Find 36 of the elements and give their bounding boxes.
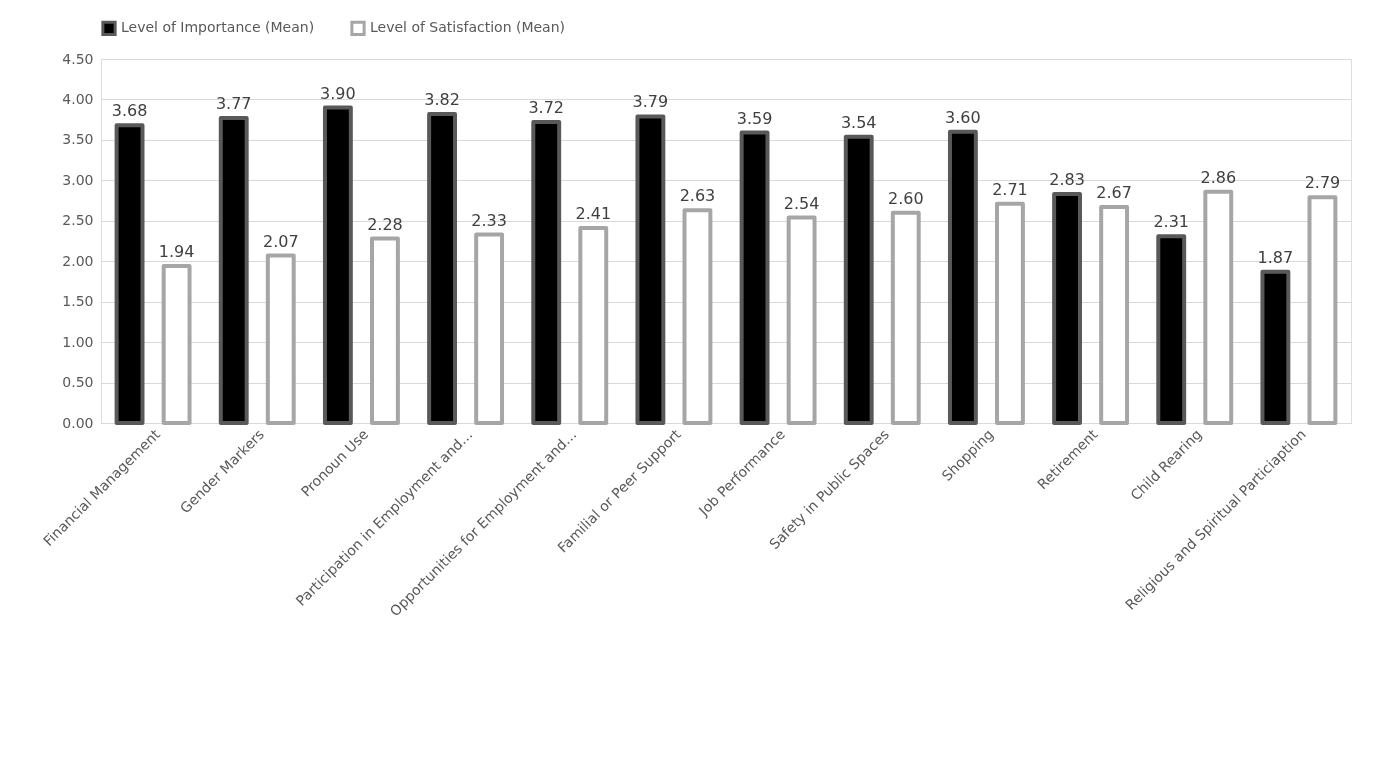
y-tick-label: 1.50 xyxy=(62,293,94,310)
data-label: 3.68 xyxy=(111,101,148,121)
y-tick-label: 3.00 xyxy=(62,171,94,188)
data-label: 3.60 xyxy=(945,107,981,127)
data-label: 2.54 xyxy=(783,193,820,213)
data-label: 3.72 xyxy=(528,98,565,118)
data-label: 3.77 xyxy=(215,94,252,114)
data-label: 3.54 xyxy=(840,112,877,132)
y-tick-label: 2.00 xyxy=(62,252,94,269)
legend-label: Level of Importance (Mean) xyxy=(121,19,315,36)
data-label: 2.83 xyxy=(1049,170,1085,190)
y-tick-label: 1.00 xyxy=(62,333,94,350)
data-label: 2.71 xyxy=(992,179,1028,199)
data-label: 3.82 xyxy=(424,90,460,109)
data-label: 3.79 xyxy=(632,92,669,112)
y-tick-label: 0.00 xyxy=(62,414,94,431)
y-tick-label: 4.50 xyxy=(62,50,94,67)
data-label: 3.59 xyxy=(736,108,773,128)
data-label: 2.60 xyxy=(887,188,924,208)
data-label: 2.86 xyxy=(1200,167,1237,187)
y-tick-label: 4.00 xyxy=(62,90,94,107)
y-tick-label: 3.50 xyxy=(62,131,94,148)
data-label: 2.28 xyxy=(367,214,403,234)
data-label: 3.90 xyxy=(320,83,356,103)
data-label: 2.63 xyxy=(679,186,716,206)
data-label: 1.94 xyxy=(158,242,195,262)
data-label: 1.87 xyxy=(1257,247,1294,267)
data-label: 2.41 xyxy=(575,204,612,224)
data-label: 2.07 xyxy=(262,231,299,251)
data-label: 2.33 xyxy=(471,210,507,230)
data-label: 2.31 xyxy=(1153,212,1190,232)
data-label: 2.79 xyxy=(1304,173,1341,193)
y-tick-label: 0.50 xyxy=(62,374,94,391)
y-tick-label: 2.50 xyxy=(62,212,94,229)
data-label: 2.67 xyxy=(1096,183,1132,203)
legend-label: Level of Satisfaction (Mean) xyxy=(370,19,566,36)
